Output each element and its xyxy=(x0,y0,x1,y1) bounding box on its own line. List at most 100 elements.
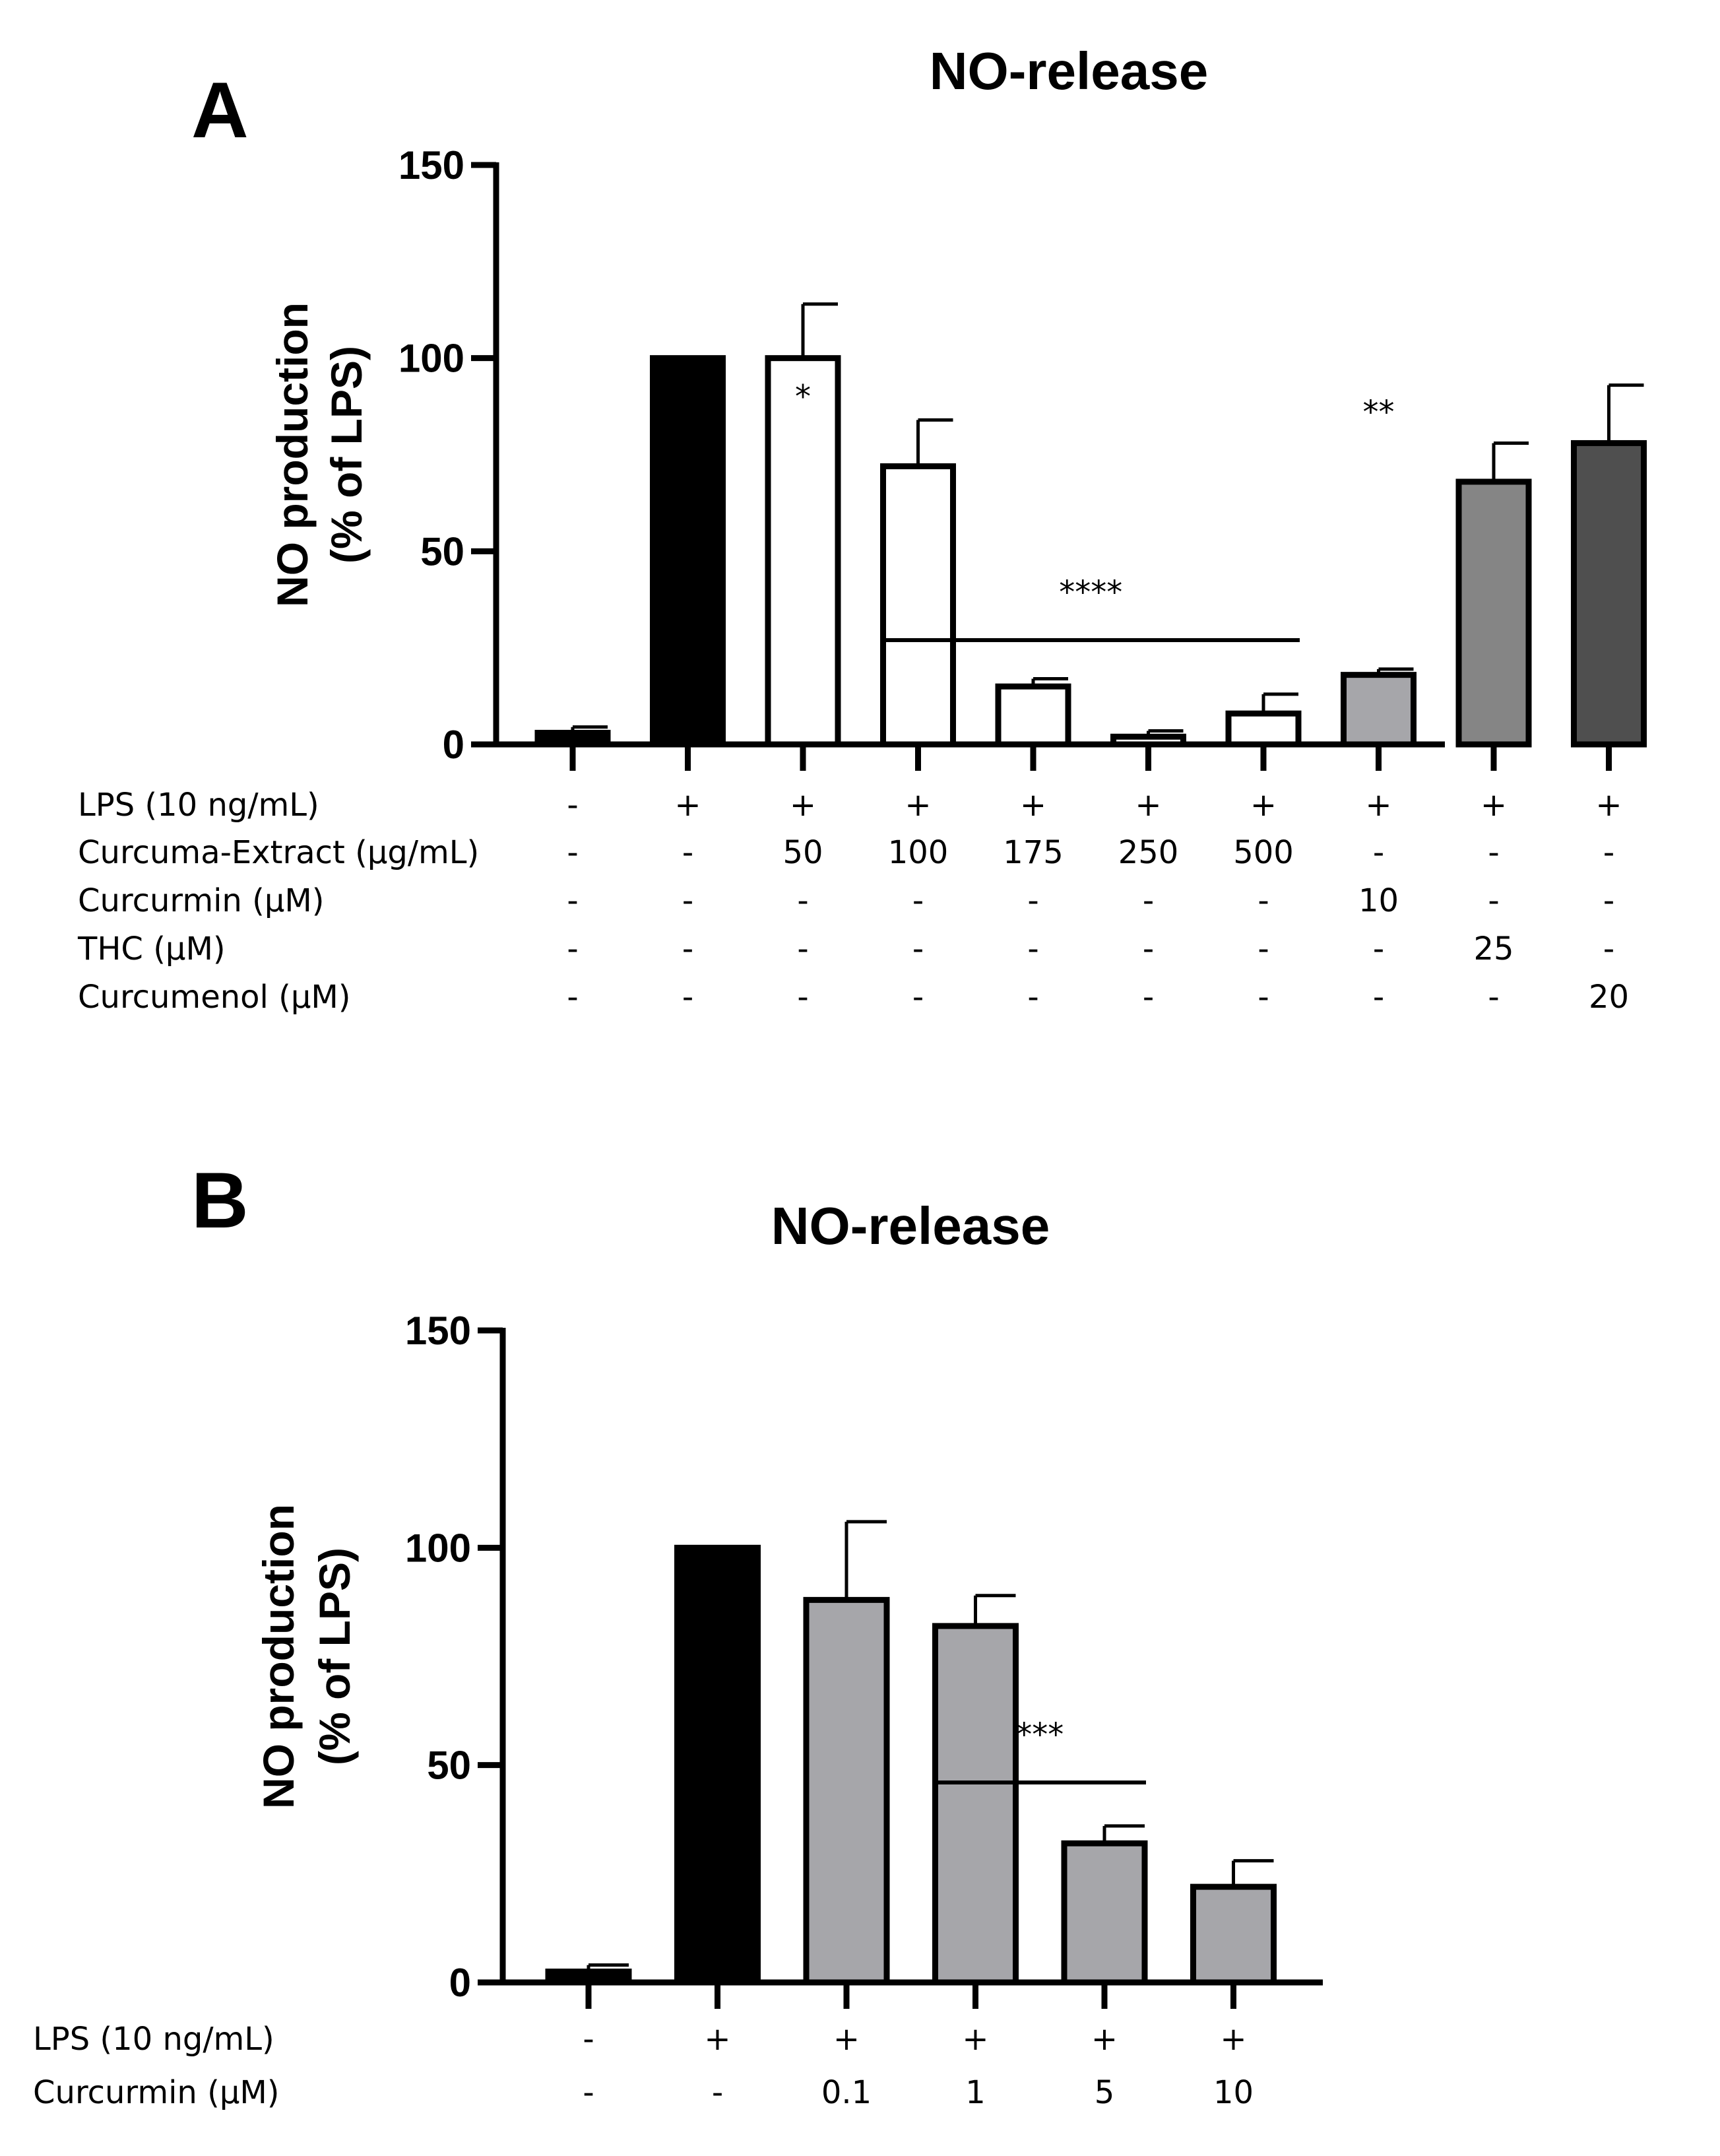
panel-a-condition-5-value-1: - xyxy=(567,979,578,1016)
panel-a-condition-1-value-2: + xyxy=(674,787,701,824)
panel-a-sig-label-2: ** xyxy=(1363,394,1395,431)
panel-b-title: NO-release xyxy=(771,1196,1050,1255)
panel-a-condition-label-2: Curcuma-Extract (µg/mL) xyxy=(78,834,479,871)
panel-a-bar-6 xyxy=(1110,733,1186,748)
panel-a-condition-2-value-3: 50 xyxy=(782,834,823,871)
panel-a-condition-1-value-7: + xyxy=(1250,787,1277,824)
panel-a-condition-4-value-6: - xyxy=(1143,931,1154,967)
panel-b-ytick-label-100: 100 xyxy=(405,1526,471,1570)
panel-a-condition-1-value-4: + xyxy=(905,787,931,824)
panel-a-condition-3-value-4: - xyxy=(912,882,924,919)
panel-a-condition-2-value-5: 175 xyxy=(1003,834,1064,871)
panel-a-ytick-label-150: 150 xyxy=(398,143,464,187)
panel-b-condition-2-value-4: 1 xyxy=(965,2074,986,2111)
panel-a-condition-label-1: LPS (10 ng/mL) xyxy=(78,787,319,824)
panel-b-ylabel-line-1: NO production xyxy=(254,1504,303,1809)
panel-a-bar-4 xyxy=(880,463,956,748)
panel-a-condition-label-5: Curcumenol (µM) xyxy=(78,979,351,1016)
panel-b-condition-label-2: Curcurmin (µM) xyxy=(33,2074,280,2111)
panel-a-condition-1-value-10: + xyxy=(1595,787,1622,824)
panel-a-condition-5-value-6: - xyxy=(1143,979,1154,1016)
panel-a-condition-3-value-9: - xyxy=(1488,882,1499,919)
panel-b-condition-1-value-2: + xyxy=(704,2021,730,2058)
panel-b-ylabel-line-2: (% of LPS) xyxy=(310,1548,359,1765)
panel-b-chart: NO production (% of LPS) 0 50 100 150 *** LPS (… xyxy=(33,1309,1323,2111)
panel-a-condition-4-value-7: - xyxy=(1258,931,1269,967)
panel-a-condition-5-value-2: - xyxy=(682,979,693,1016)
panel-a-condition-label-4: THC (µM) xyxy=(77,931,226,967)
panel-b-condition-2-value-6: 10 xyxy=(1213,2074,1254,2111)
panel-a-bar-1 xyxy=(534,729,611,748)
panel-a-ylabel-line-1: NO production xyxy=(268,302,317,607)
panel-b-condition-label-1: LPS (10 ng/mL) xyxy=(33,2021,274,2058)
panel-a-condition-3-value-10: - xyxy=(1603,882,1614,919)
panel-b-ytick-label-50: 50 xyxy=(427,1744,471,1788)
panel-a-condition-2-value-4: 100 xyxy=(888,834,949,871)
panel-b-bar-6 xyxy=(1190,1883,1277,1986)
panel-b-condition-2-value-3: 0.1 xyxy=(821,2074,872,2111)
panel-a-condition-4-value-8: - xyxy=(1373,931,1384,967)
panel-b-condition-2-value-1: - xyxy=(583,2074,594,2111)
panel-a-condition-3-value-2: - xyxy=(682,882,693,919)
panel-a-condition-2-value-8: - xyxy=(1373,834,1384,871)
panel-a-condition-3-value-5: - xyxy=(1027,882,1038,919)
panel-a-condition-5-value-9: - xyxy=(1488,979,1499,1016)
panel-b-ytick-label-0: 0 xyxy=(449,1961,471,2005)
panel-a-condition-2-value-10: - xyxy=(1603,834,1614,871)
panel-b-condition-1-value-5: + xyxy=(1091,2021,1118,2058)
panel-a-condition-2-value-9: - xyxy=(1488,834,1499,871)
panel-a-bar-8 xyxy=(1341,672,1417,748)
panel-a-condition-1-value-6: + xyxy=(1135,787,1161,824)
panel-a-title: NO-release xyxy=(930,42,1208,100)
panel-a-ytick-label-100: 100 xyxy=(398,337,464,381)
panel-a-condition-5-value-8: - xyxy=(1373,979,1384,1016)
panel-a-condition-3-value-7: - xyxy=(1258,882,1269,919)
panel-a-condition-2-value-7: 500 xyxy=(1233,834,1294,871)
panel-a-sig-label-3: **** xyxy=(1059,574,1122,611)
panel-a-condition-1-value-9: + xyxy=(1481,787,1507,824)
panel-a-condition-1-value-1: - xyxy=(567,787,578,824)
panel-b-condition-2-value-2: - xyxy=(712,2074,723,2111)
panel-a-condition-3-value-6: - xyxy=(1143,882,1154,919)
panel-b-condition-1-value-4: + xyxy=(962,2021,988,2058)
panel-a-bar-10 xyxy=(1571,440,1647,748)
panel-a-condition-4-value-5: - xyxy=(1027,931,1038,967)
panel-a-condition-4-value-9: 25 xyxy=(1473,931,1513,967)
panel-a-bar-5 xyxy=(995,683,1071,748)
panel-a-bar-7 xyxy=(1225,710,1302,748)
panel-b-condition-1-value-6: + xyxy=(1220,2021,1246,2058)
panel-a-condition-5-value-4: - xyxy=(912,979,924,1016)
panel-a-condition-5-value-7: - xyxy=(1258,979,1269,1016)
panel-a-ytick-label-50: 50 xyxy=(420,529,464,573)
panel-a-condition-4-value-2: - xyxy=(682,931,693,967)
panel-b-condition-1-value-1: - xyxy=(583,2021,594,2058)
panel-a-condition-1-value-5: + xyxy=(1020,787,1046,824)
panel-a-condition-1-value-8: + xyxy=(1365,787,1391,824)
panel-a-bar-2 xyxy=(650,355,726,748)
panel-a-condition-3-value-3: - xyxy=(797,882,808,919)
panel-a-condition-1-value-3: + xyxy=(790,787,816,824)
panel-b-bar-1 xyxy=(545,1969,632,1986)
panel-b-letter: B xyxy=(191,1156,249,1245)
panel-a-condition-3-value-1: - xyxy=(567,882,578,919)
panel-a-condition-4-value-3: - xyxy=(797,931,808,967)
panel-a-bar-3 xyxy=(765,355,841,748)
panel-b-sig-label-1: *** xyxy=(1016,1716,1064,1753)
panel-a-condition-4-value-4: - xyxy=(912,931,924,967)
panel-a-condition-5-value-3: - xyxy=(797,979,808,1016)
panel-a-condition-label-3: Curcurmin (µM) xyxy=(78,882,325,919)
panel-a-sig-label-1: * xyxy=(795,378,811,415)
panel-b-bar-5 xyxy=(1061,1840,1148,1986)
panel-a-condition-2-value-1: - xyxy=(567,834,578,871)
panel-a-bar-9 xyxy=(1455,478,1532,748)
panel-a-condition-2-value-6: 250 xyxy=(1118,834,1179,871)
panel-a-condition-2-value-2: - xyxy=(682,834,693,871)
panel-a-letter: A xyxy=(191,66,249,154)
panel-b-bar-4 xyxy=(932,1623,1019,1986)
panel-a-condition-4-value-10: - xyxy=(1603,931,1614,967)
panel-a-condition-5-value-5: - xyxy=(1027,979,1038,1016)
panel-a-condition-5-value-10: 20 xyxy=(1589,979,1629,1016)
panel-a-condition-4-value-1: - xyxy=(567,931,578,967)
panel-a-ylabel-line-2: (% of LPS) xyxy=(322,346,371,564)
